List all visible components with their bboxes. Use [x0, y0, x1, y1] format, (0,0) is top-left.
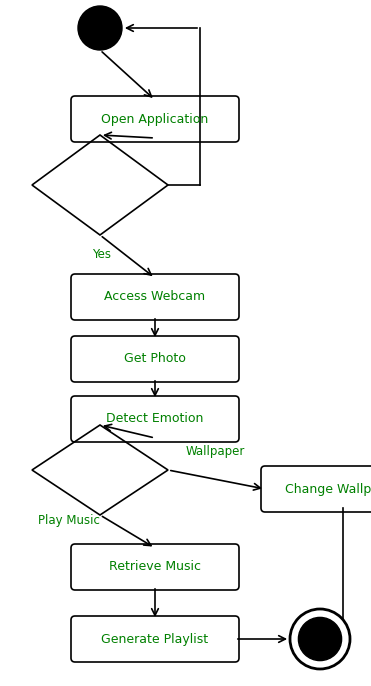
Circle shape: [78, 6, 122, 50]
Text: Wallpaper: Wallpaper: [185, 445, 245, 458]
Text: Get Photo: Get Photo: [124, 353, 186, 366]
Text: Open Application: Open Application: [101, 113, 209, 126]
FancyBboxPatch shape: [71, 396, 239, 442]
FancyBboxPatch shape: [71, 616, 239, 662]
Text: Yes: Yes: [92, 248, 112, 261]
FancyBboxPatch shape: [71, 544, 239, 590]
Circle shape: [298, 617, 342, 661]
Text: Detect Emotion: Detect Emotion: [106, 412, 204, 425]
Circle shape: [290, 609, 350, 669]
FancyBboxPatch shape: [71, 96, 239, 142]
FancyBboxPatch shape: [71, 274, 239, 320]
Text: Generate Playlist: Generate Playlist: [101, 632, 209, 646]
FancyBboxPatch shape: [71, 336, 239, 382]
Text: Retrieve Music: Retrieve Music: [109, 560, 201, 573]
Text: Access Webcam: Access Webcam: [105, 290, 206, 303]
Text: Change Wallpaper: Change Wallpaper: [285, 482, 371, 495]
FancyBboxPatch shape: [261, 466, 371, 512]
Text: Play Music: Play Music: [38, 514, 100, 527]
